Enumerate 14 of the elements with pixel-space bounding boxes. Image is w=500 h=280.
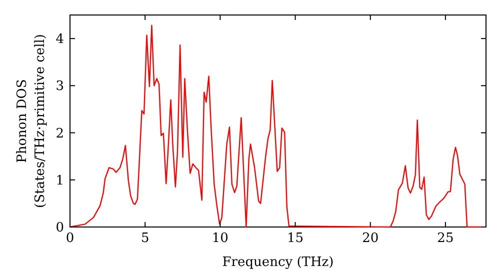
line-series — [69, 24, 482, 228]
x-tick-label: 10 — [212, 231, 228, 246]
y-tick-label: 1 — [56, 173, 64, 188]
x-tick-label: 0 — [66, 231, 74, 246]
x-tick-label: 25 — [437, 231, 454, 246]
y-tick-label: 2 — [56, 126, 64, 142]
x-axis-title: Frequency (THz) — [222, 255, 334, 270]
y-tick-label: 4 — [56, 32, 64, 48]
x-tick-label: 5 — [140, 231, 150, 246]
x-tick-label: 15 — [286, 231, 304, 246]
x-tick-label: 20 — [362, 231, 379, 246]
y-tick-label: 3 — [56, 79, 64, 94]
y-axis-title: Phonon DOS (States/THz·primitive cell) — [15, 34, 48, 208]
y-tick-label: 0 — [56, 220, 64, 236]
